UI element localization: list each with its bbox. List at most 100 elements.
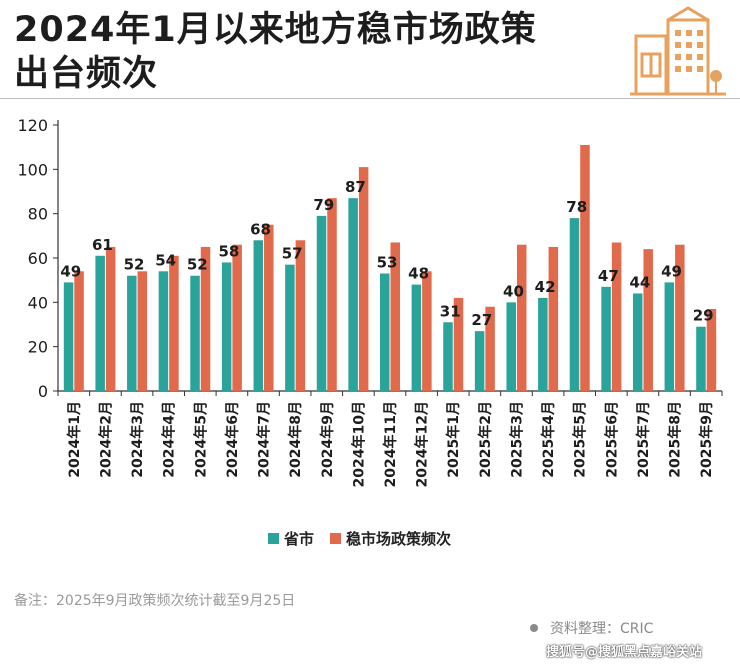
legend-label-series1: 省市 (284, 530, 315, 548)
title-line-1: 2024年1月以来地方稳市场政策 (14, 10, 537, 50)
bar-policy-count (643, 249, 653, 391)
data-label-provinces: 44 (630, 273, 651, 291)
bar-provinces (474, 331, 485, 391)
data-label-provinces: 42 (535, 278, 556, 296)
legend-label-series2: 稳市场政策频次 (346, 530, 452, 548)
bar-policy-count (453, 297, 464, 391)
y-tick-label: 20 (28, 338, 48, 357)
bar-provinces (316, 215, 327, 391)
bar-policy-count (611, 242, 622, 391)
bar-provinces (506, 302, 516, 391)
data-label-provinces: 48 (408, 265, 429, 283)
x-tick-label: 2024年7月 (256, 401, 273, 478)
footnote: 备注：2025年9月政策频次统计截至9月25日 (14, 593, 296, 609)
data-label-provinces: 52 (187, 256, 208, 274)
chart-title: 2024年1月以来地方稳市场政策 出台频次 (14, 8, 537, 96)
bar-provinces (411, 284, 422, 391)
x-tick-label: 2024年2月 (97, 401, 114, 478)
x-tick-label: 2024年10月 (350, 401, 367, 487)
data-label-provinces: 79 (313, 196, 334, 214)
x-tick-label: 2025年4月 (540, 401, 557, 478)
bar-provinces (190, 275, 200, 391)
data-label-provinces: 61 (92, 236, 113, 254)
x-tick-label: 2024年5月 (192, 401, 209, 478)
source-credit: 资料整理：CRIC (530, 618, 653, 638)
bar-policy-count (390, 242, 400, 391)
bar-policy-count (675, 244, 685, 391)
x-tick-label: 2025年1月 (445, 401, 462, 478)
data-label-provinces: 54 (155, 251, 176, 269)
bar-provinces (221, 262, 232, 391)
legend-item-series1: 省市 (268, 528, 314, 549)
bar-provinces (601, 286, 611, 391)
x-tick-label: 2024年12月 (414, 401, 431, 487)
x-tick-label: 2025年5月 (572, 401, 589, 478)
bar-policy-count (295, 240, 306, 391)
chart-legend: 省市 稳市场政策频次 (268, 528, 451, 549)
data-label-provinces: 27 (471, 311, 492, 329)
bar-provinces (63, 282, 74, 391)
y-tick-label: 60 (28, 249, 48, 268)
data-label-provinces: 57 (282, 245, 303, 263)
bar-provinces (158, 271, 169, 391)
bullet-dot-icon (530, 624, 538, 632)
bar-provinces (538, 297, 548, 391)
bar-policy-count (169, 255, 179, 391)
bar-policy-count (548, 246, 559, 391)
bar-policy-count (516, 244, 527, 391)
data-label-provinces: 52 (124, 256, 145, 274)
data-label-provinces: 78 (566, 198, 587, 216)
x-tick-label: 2025年2月 (477, 401, 494, 478)
bar-provinces (443, 322, 453, 391)
y-tick-label: 40 (28, 293, 48, 312)
bar-policy-count (200, 246, 211, 391)
x-tick-label: 2025年3月 (508, 401, 525, 478)
bar-policy-count (422, 271, 432, 391)
x-tick-label: 2025年7月 (635, 401, 652, 478)
x-tick-label: 2024年6月 (224, 401, 241, 478)
x-tick-label: 2025年9月 (698, 401, 715, 478)
x-tick-label: 2024年3月 (129, 401, 146, 478)
data-label-provinces: 53 (377, 254, 398, 272)
bar-policy-count (706, 308, 717, 391)
bar-provinces (664, 282, 675, 391)
data-label-provinces: 87 (345, 178, 366, 196)
bar-policy-count (105, 246, 116, 391)
bar-provinces (285, 264, 295, 391)
x-tick-label: 2024年11月 (382, 401, 399, 487)
legend-item-series2: 稳市场政策频次 (330, 528, 451, 549)
bar-policy-count (327, 198, 337, 391)
data-label-provinces: 47 (598, 267, 619, 285)
bar-policy-count (232, 244, 242, 391)
bar-policy-count (580, 144, 590, 391)
x-tick-label: 2025年6月 (603, 401, 620, 478)
x-tick-label: 2025年8月 (667, 401, 684, 478)
bar-policy-count (485, 306, 495, 391)
y-tick-label: 100 (17, 160, 48, 179)
x-tick-label: 2024年4月 (161, 401, 178, 478)
bar-policy-count (264, 224, 274, 391)
bar-provinces (95, 255, 105, 391)
y-tick-label: 80 (28, 205, 48, 224)
legend-swatch-teal (268, 533, 279, 544)
bar-provinces (632, 293, 643, 391)
title-divider (0, 98, 740, 99)
bar-provinces (569, 218, 580, 391)
x-tick-label: 2024年1月 (66, 401, 83, 478)
bar-provinces (380, 273, 390, 391)
data-label-provinces: 29 (693, 307, 714, 325)
building-logo-icon (630, 6, 726, 96)
y-tick-label: 120 (17, 116, 48, 135)
y-tick-label: 0 (38, 382, 48, 401)
bar-provinces (127, 275, 137, 391)
bar-provinces (696, 326, 706, 391)
data-label-provinces: 40 (503, 282, 524, 300)
data-label-provinces: 68 (250, 220, 271, 238)
data-label-provinces: 58 (218, 242, 239, 260)
data-label-provinces: 49 (60, 262, 81, 280)
bar-policy-count (358, 167, 369, 391)
bar-provinces (253, 240, 264, 391)
bar-chart: 0 20 40 60 80 100 120 49 2024年1月 61 2024年2月 52 2024年… (17, 116, 723, 487)
x-tick-label: 2024年9月 (319, 401, 336, 478)
bar-provinces (348, 198, 358, 391)
